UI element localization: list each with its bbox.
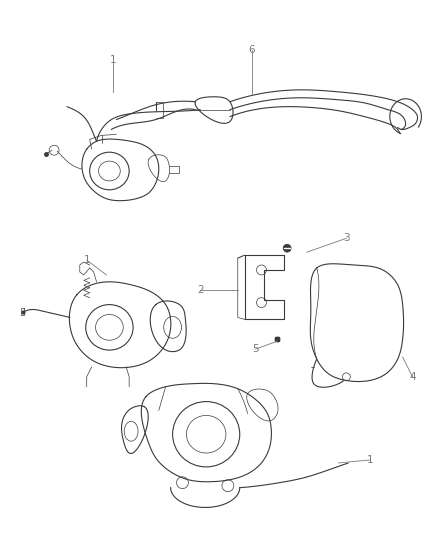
Text: 4: 4 [408,372,415,382]
Text: 1: 1 [110,55,117,65]
Text: 1: 1 [83,255,90,265]
Text: 3: 3 [342,233,349,243]
Text: 2: 2 [197,285,203,295]
Text: 1: 1 [366,455,373,465]
Text: 6: 6 [248,45,254,55]
Circle shape [283,244,290,252]
Text: 5: 5 [252,344,258,354]
